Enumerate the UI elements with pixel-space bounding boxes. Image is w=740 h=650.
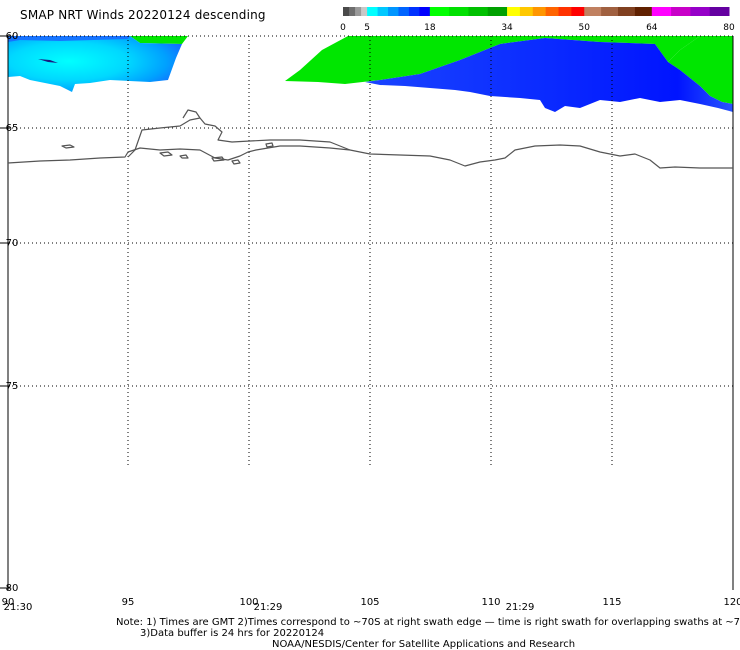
longitude-tick-label: 115: [602, 597, 621, 608]
page-title: SMAP NRT Winds 20220124 descending: [20, 8, 266, 22]
swath-time-label: 21:29: [506, 602, 535, 613]
ice-shelf-tongue: [182, 109, 201, 119]
coastline-main: [7, 144, 733, 169]
colorbar-tick-label: 64: [646, 23, 658, 33]
colorbar-tick-label: 5: [364, 23, 370, 33]
colorbar-cell-3-2: [532, 7, 547, 16]
swath-time-label: 21:30: [4, 602, 33, 613]
colorbar-cell-4-3: [634, 7, 653, 16]
island-4: [211, 156, 225, 162]
colorbar-cell-0-2: [355, 7, 362, 16]
colorbar-cell-4-0: [584, 7, 602, 16]
longitude-tick-label: 90: [2, 597, 15, 608]
colorbar-cell-1-3: [398, 7, 410, 16]
colorbar-cell-2-2: [468, 7, 489, 16]
wind-swaths: [8, 36, 733, 112]
colorbar-cell-3-1: [519, 7, 534, 16]
colorbar-cell-5-1: [671, 7, 691, 16]
colorbar-cell-4-1: [601, 7, 619, 16]
longitude-labels: 90 95 100 105 110 115 120: [2, 597, 740, 608]
swath-time-label: 21:29: [254, 602, 283, 613]
colorbar-cell-3-3: [545, 7, 560, 16]
strong-wind-swath-right: [285, 36, 700, 84]
island-6: [265, 142, 274, 148]
colorbar-cell-0-3: [361, 7, 368, 16]
island-5: [231, 159, 241, 165]
colorbar-cell-1-5: [419, 7, 431, 16]
island-2: [159, 151, 173, 157]
longitude-tick-label: 110: [481, 597, 500, 608]
longitude-tick-label: 95: [122, 597, 135, 608]
colorbar-cell-5-3: [709, 7, 730, 16]
colorbar-cell-4-2: [618, 7, 636, 16]
colorbar-cell-1-1: [377, 7, 389, 16]
colorbar-cell-2-3: [487, 7, 508, 16]
moderate-wind-edge-left: [8, 36, 130, 42]
note-line-3: NOAA/NESDIS/Center for Satellite Applica…: [272, 639, 576, 650]
coastline: [7, 109, 733, 169]
map-grid: [8, 35, 733, 465]
longitude-tick-label: 120: [723, 597, 740, 608]
colorbar-cell-0-0: [343, 7, 350, 16]
note-line-2: 3)Data buffer is 24 hrs for 20220124: [140, 628, 325, 639]
colorbar-tick-label: 18: [424, 23, 436, 33]
colorbar-cell-1-2: [388, 7, 399, 16]
wind-mark: [38, 59, 58, 63]
latitude-tick-label: -60: [2, 31, 18, 42]
longitude-tick-label: 105: [360, 597, 379, 608]
latitude-labels: -60 -65 -70 -75 -80: [2, 31, 18, 594]
colorbar-cell-2-1: [449, 7, 469, 16]
colorbar-tick-label: 80: [723, 23, 735, 33]
colorbar-cell-0-1: [349, 7, 356, 16]
island-1: [61, 144, 75, 149]
colorbar-cell-1-0: [367, 7, 379, 16]
note-line-1: Note: 1) Times are GMT 2)Times correspon…: [116, 617, 740, 628]
time-labels: 21:30 21:29 21:29: [4, 602, 535, 613]
colorbar-tick-label: 0: [340, 23, 346, 33]
island-3: [179, 154, 189, 159]
colorbar: [343, 7, 730, 16]
latitude-tick-label: -70: [2, 238, 18, 249]
colorbar-cell-3-5: [571, 7, 585, 16]
strong-wind-swath-left: [130, 36, 188, 44]
colorbar-cell-5-2: [690, 7, 711, 16]
colorbar-tick-labels: 0 5 18 34 50 64 80: [340, 23, 735, 33]
moderate-wind-swath-right: [365, 38, 733, 112]
latitude-tick-label: -65: [2, 123, 18, 134]
colorbar-cell-5-0: [651, 7, 672, 16]
colorbar-tick-label: 50: [579, 23, 591, 33]
colorbar-cell-2-0: [429, 7, 450, 16]
longitude-tick-label: 100: [239, 597, 258, 608]
colorbar-cell-3-4: [558, 7, 572, 16]
colorbar-tick-label: 34: [501, 23, 513, 33]
latitude-tick-label: -80: [2, 583, 18, 594]
low-wind-swath-left: [8, 36, 182, 92]
latitude-tick-label: -75: [2, 381, 18, 392]
colorbar-cell-1-4: [408, 7, 420, 16]
ice-shelf-outline: [127, 117, 351, 158]
colorbar-cell-3-0: [507, 7, 521, 16]
strong-wind-swath-far-right: [668, 36, 733, 104]
map-frame: [0, 35, 734, 590]
